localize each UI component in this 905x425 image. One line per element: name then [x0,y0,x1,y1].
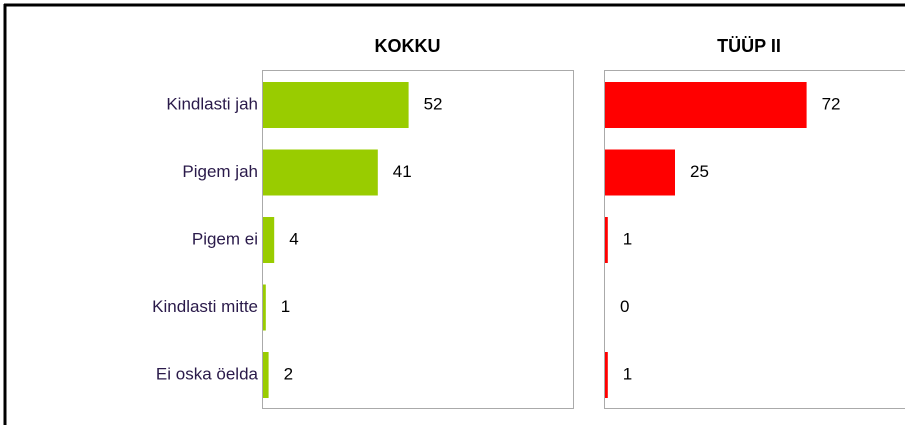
value-label: 4 [289,229,298,248]
value-label: 0 [620,297,629,316]
value-label: 52 [424,94,443,113]
value-label: 2 [284,364,293,383]
category-label: Pigem jah [182,162,258,181]
category-label: Ei oska öelda [156,364,259,383]
value-label: 1 [623,229,632,248]
bar [605,82,807,128]
value-label: 72 [822,94,841,113]
bar [605,149,675,196]
bar [263,82,409,128]
panel [262,70,574,409]
bar [263,284,266,331]
panel-title: TÜÜP II [717,36,781,56]
value-label: 1 [623,364,632,383]
panel-title: KOKKU [375,36,441,56]
bar [605,352,608,398]
category-label: Pigem ei [192,229,258,248]
bar [263,217,275,263]
category-label: Kindlasti mitte [152,297,258,316]
bar [263,352,269,398]
bar [605,217,608,263]
value-label: 1 [281,297,290,316]
bar [263,149,378,196]
value-label: 25 [690,162,709,181]
panel [604,70,905,409]
value-label: 41 [393,162,412,181]
category-label: Kindlasti jah [166,94,258,113]
